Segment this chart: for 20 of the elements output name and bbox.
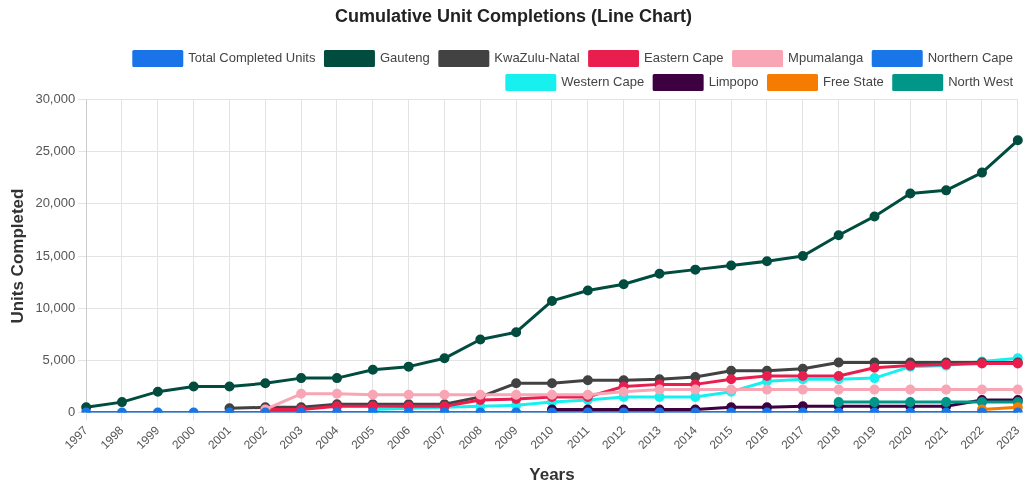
x-axis-title: Years [529, 465, 575, 485]
legend-label: Total Completed Units [188, 50, 316, 66]
y-tick-label: 10,000 [35, 299, 76, 315]
legend-label: Limpopo [708, 74, 759, 90]
y-axis-title: Units Completed [7, 188, 27, 324]
y-tick-label: 20,000 [35, 195, 76, 211]
legend-label: KwaZulu-Natal [494, 50, 580, 66]
y-tick-label: 15,000 [35, 247, 76, 263]
legend-label: Eastern Cape [644, 50, 724, 66]
legend-label: Mpumalanga [788, 50, 864, 66]
chart-title: Cumulative Unit Completions (Line Chart) [334, 5, 693, 26]
legend-label: North West [948, 74, 1014, 90]
legend-label: Western Cape [561, 74, 645, 90]
y-tick-label: 0 [67, 404, 76, 420]
y-tick-label: 30,000 [35, 91, 76, 107]
legend-label: Free State [823, 74, 884, 90]
y-tick-label: 5,000 [42, 351, 76, 367]
y-tick-label: 25,000 [35, 143, 76, 159]
legend-label: Gauteng [379, 50, 430, 66]
legend-label: Northern Cape [927, 50, 1014, 66]
